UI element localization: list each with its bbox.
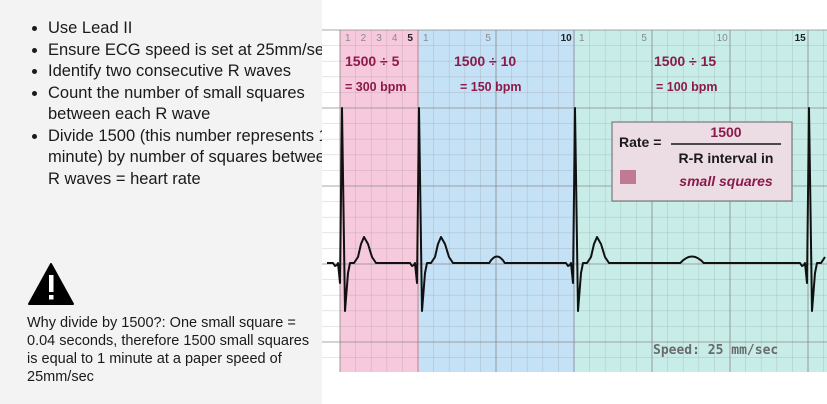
ecg-trace — [327, 107, 826, 312]
rate-formula-box: Rate = 1500 R-R interval in small square… — [611, 121, 793, 202]
zone-300-result: = 300 bpm — [345, 80, 407, 94]
ecg-strip: 1 2 3 4 5 1 5 10 1 5 10 15 1500 ÷ 5 = 300 bpm 1500 … — [322, 0, 827, 404]
warning-triangle-icon — [28, 263, 74, 305]
rate-denominator-line1: R-R interval in — [679, 150, 774, 166]
ruler-tick-label: 5 — [407, 33, 413, 44]
small-square-swatch — [620, 170, 636, 184]
instruction-list: Use Lead II Ensure ECG speed is set at 2… — [26, 18, 338, 190]
zone-150-formula: 1500 ÷ 10 — [454, 53, 516, 69]
instruction-item: Use Lead II — [48, 18, 338, 40]
square-count-ruler: 1 2 3 4 5 1 5 10 1 5 10 15 — [345, 33, 806, 44]
instructions-panel: Use Lead II Ensure ECG speed is set at 2… — [0, 0, 334, 404]
zone-300-formula: 1500 ÷ 5 — [345, 53, 400, 69]
zone-150-background — [419, 30, 575, 372]
paper-speed-label: Speed: 25 mm/sec — [653, 343, 778, 358]
divide-explanation-note: Why divide by 1500?: One small square = … — [27, 315, 310, 385]
ruler-tick-label: 1 — [423, 33, 429, 44]
instruction-item: Ensure ECG speed is set at 25mm/sec — [48, 40, 338, 62]
ruler-tick-label: 2 — [361, 33, 367, 44]
instruction-item: Divide 1500 (this number represents 1 mi… — [48, 126, 338, 191]
rate-denominator-line2: small squares — [679, 173, 773, 189]
rate-numerator: 1500 — [710, 124, 741, 140]
ruler-tick-label: 4 — [392, 33, 398, 44]
zone-100-result: = 100 bpm — [656, 80, 718, 94]
zone-300-background — [340, 30, 419, 372]
instruction-item: Identify two consecutive R waves — [48, 61, 338, 83]
ruler-tick-label: 10 — [717, 33, 729, 44]
ruler-tick-label: 15 — [795, 33, 807, 44]
ruler-tick-label: 1 — [579, 33, 585, 44]
ruler-tick-label: 3 — [376, 33, 382, 44]
zone-150-result: = 150 bpm — [460, 80, 522, 94]
ruler-tick-label: 1 — [345, 33, 351, 44]
ruler-tick-label: 5 — [641, 33, 647, 44]
rate-label: Rate = — [619, 134, 661, 150]
ruler-tick-label: 10 — [561, 33, 573, 44]
instruction-item: Count the number of small squares betwee… — [48, 83, 338, 126]
zone-100-formula: 1500 ÷ 15 — [654, 53, 716, 69]
ruler-tick-label: 5 — [485, 33, 491, 44]
